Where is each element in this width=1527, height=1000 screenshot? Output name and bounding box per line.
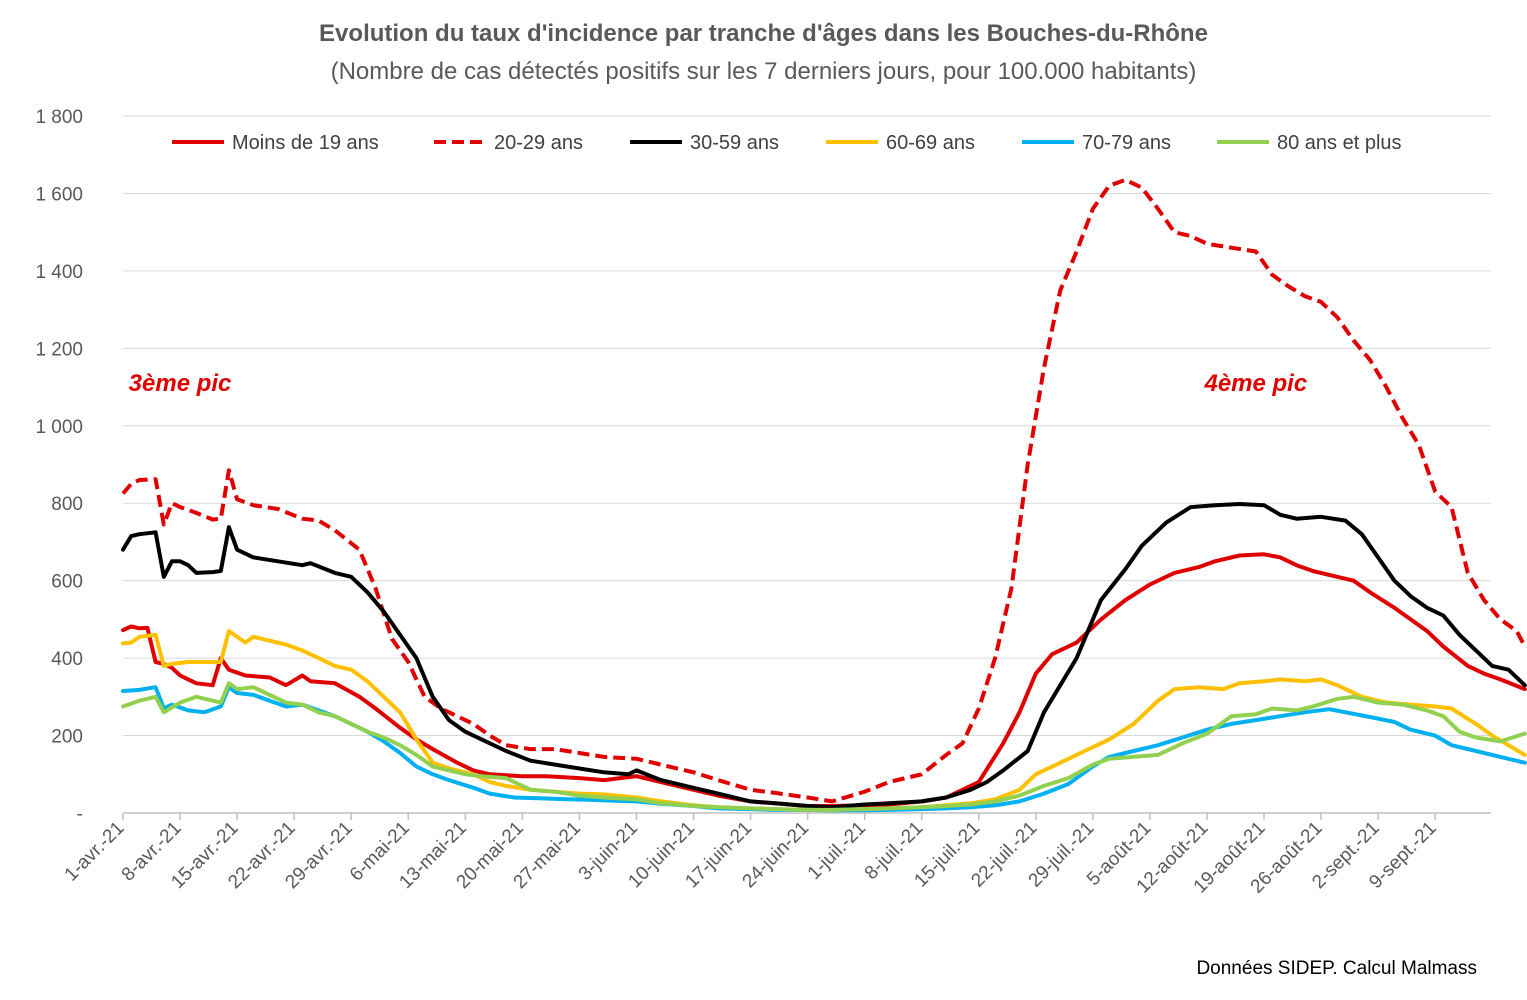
legend-label: 60-69 ans bbox=[886, 132, 975, 154]
y-tick-label: 1 800 bbox=[35, 107, 83, 128]
y-tick-label: 800 bbox=[51, 494, 83, 515]
chart-title: Evolution du taux d'incidence par tranch… bbox=[319, 20, 1208, 47]
annotation: 3ème pic bbox=[129, 370, 232, 397]
legend-label: 20-29 ans bbox=[494, 132, 583, 154]
axes: - 200 400 600 800 1 000 1 200 1 400 1 600 1 800 1-… bbox=[35, 107, 1491, 898]
x-tick-label: 1-avr.-21 bbox=[61, 818, 129, 886]
series-line bbox=[121, 177, 1527, 804]
legend-label: 30-59 ans bbox=[690, 132, 779, 154]
y-tick-label: - bbox=[77, 804, 83, 825]
y-tick-label: 200 bbox=[51, 727, 83, 748]
y-tick-label: 400 bbox=[51, 649, 83, 670]
y-tick-label: 600 bbox=[51, 572, 83, 593]
annotations: 3ème pic 4ème pic bbox=[129, 370, 1308, 397]
series-line bbox=[121, 681, 1527, 812]
series-line bbox=[121, 502, 1527, 810]
gridlines bbox=[123, 115, 1491, 737]
y-tick-label: 1 600 bbox=[35, 184, 83, 205]
y-tick-label: 1 000 bbox=[35, 417, 83, 438]
series-lines bbox=[121, 177, 1527, 813]
legend-label: Moins de 19 ans bbox=[232, 132, 379, 154]
source-note: Données SIDEP. Calcul Malmass bbox=[1196, 958, 1477, 979]
legend-label: 80 ans et plus bbox=[1277, 132, 1402, 154]
annotation: 4ème pic bbox=[1203, 370, 1307, 397]
legend: Moins de 19 ans 20-29 ans 30-59 ans 60-69 a… bbox=[172, 132, 1402, 154]
legend-label: 70-79 ans bbox=[1082, 132, 1171, 154]
y-tick-label: 1 400 bbox=[35, 262, 83, 283]
y-tick-label: 1 200 bbox=[35, 339, 83, 360]
chart-subtitle: (Nombre de cas détectés positifs sur les… bbox=[330, 58, 1197, 85]
x-tick-label: 1-juil.-21 bbox=[804, 818, 870, 884]
